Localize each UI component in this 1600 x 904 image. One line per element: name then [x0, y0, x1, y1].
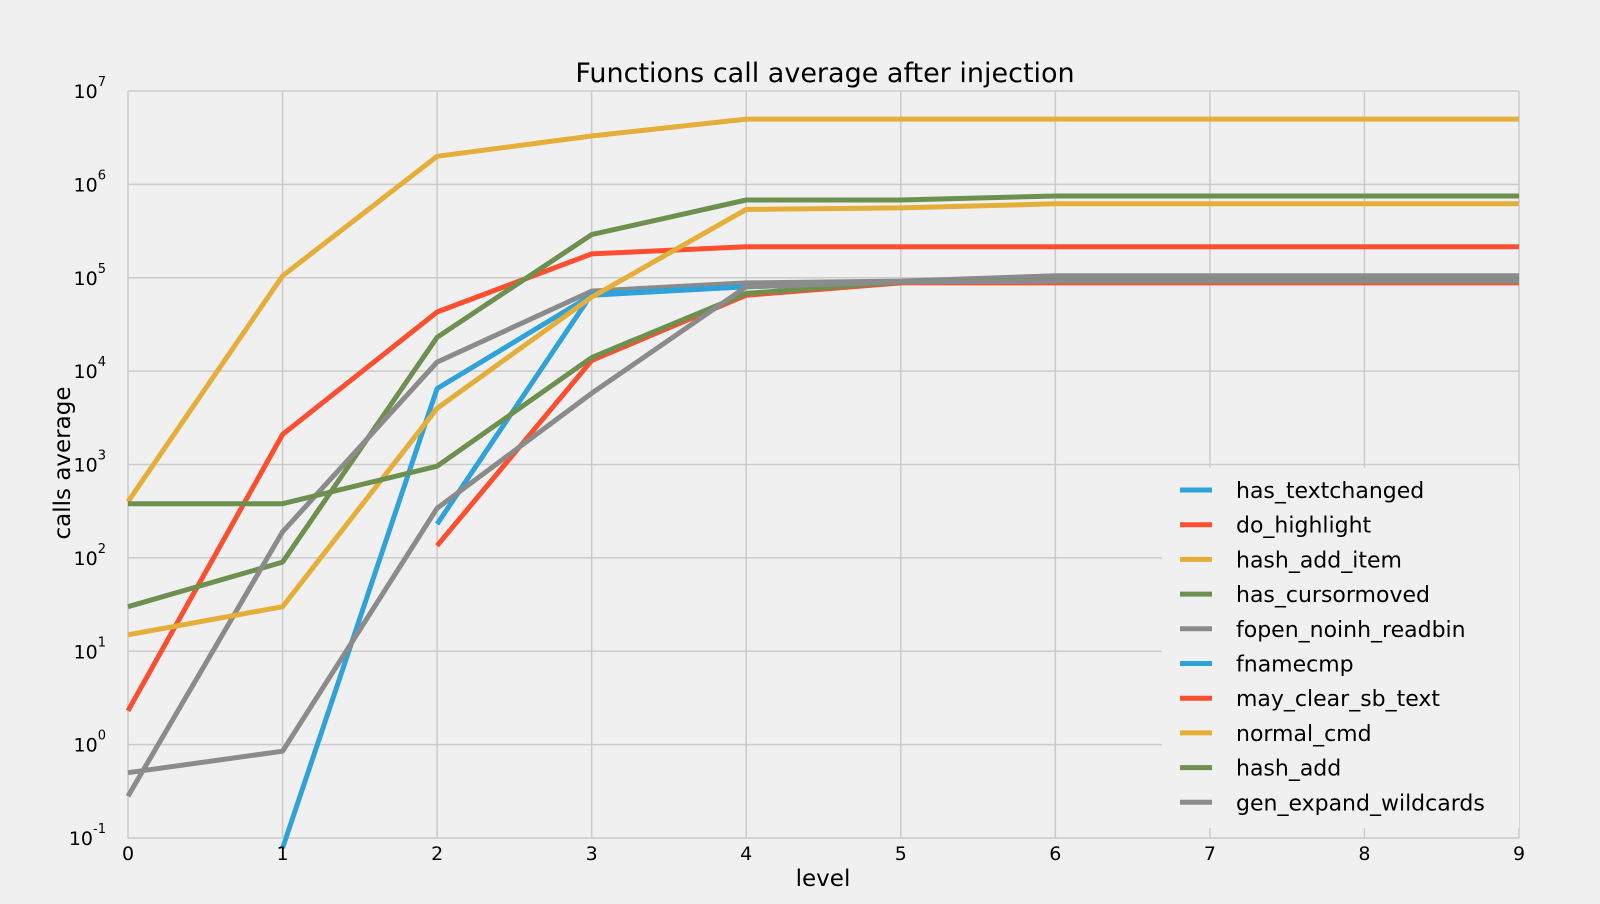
y-tick-label: 104 [74, 355, 106, 383]
legend-label: fopen_noinh_readbin [1236, 618, 1466, 643]
y-tick-label: 103 [74, 449, 106, 477]
series-line-normal-cmd [127, 201, 1519, 638]
y-tick-label: 107 [74, 75, 106, 103]
series-line-hash-add-item [125, 116, 1519, 504]
legend-label: has_cursormoved [1236, 583, 1430, 608]
series-lines [125, 116, 1519, 849]
x-tick-label: 1 [277, 843, 289, 865]
legend-label: has_textchanged [1236, 479, 1424, 504]
series-line-gen-expand-wildcards [127, 278, 1519, 776]
tick-labels: 0 1 2 3 4 5 6 7 8 9 10-1 100 101 102 103 104 105 106 107 [69, 75, 1525, 865]
x-axis-label: level [796, 866, 851, 892]
y-tick-label: 106 [74, 168, 106, 196]
chart-title: Functions call average after injection [575, 58, 1074, 89]
x-tick-label: 0 [122, 843, 134, 865]
series-line-do-highlight [125, 244, 1519, 713]
legend-background [1162, 468, 1519, 828]
legend-label: do_highlight [1236, 514, 1372, 539]
x-tick-label: 3 [586, 843, 598, 865]
x-tick-label: 7 [1204, 843, 1216, 865]
legend-label: may_clear_sb_text [1236, 687, 1440, 712]
y-tick-label: 100 [74, 729, 106, 757]
grid [127, 90, 1520, 839]
legend-label: normal_cmd [1236, 722, 1372, 747]
y-tick-label: 10-1 [69, 822, 106, 850]
legend-label: hash_add_item [1236, 548, 1402, 573]
x-tick-label: 6 [1049, 843, 1061, 865]
y-tick-label: 105 [74, 262, 106, 290]
y-tick-label: 101 [74, 635, 106, 663]
x-tick-label: 2 [431, 843, 443, 865]
legend-label: hash_add [1236, 757, 1341, 782]
y-tick-label: 102 [74, 542, 106, 570]
y-axis-label: calls average [50, 387, 76, 540]
x-tick-label: 5 [895, 843, 907, 865]
legend-label: fnamecmp [1236, 653, 1354, 678]
legend-label: gen_expand_wildcards [1236, 791, 1485, 816]
x-tick-label: 9 [1513, 843, 1525, 865]
x-tick-label: 4 [740, 843, 752, 865]
legend: has_textchanged do_highlight hash_add_item… [1162, 468, 1519, 828]
x-tick-label: 8 [1358, 843, 1370, 865]
